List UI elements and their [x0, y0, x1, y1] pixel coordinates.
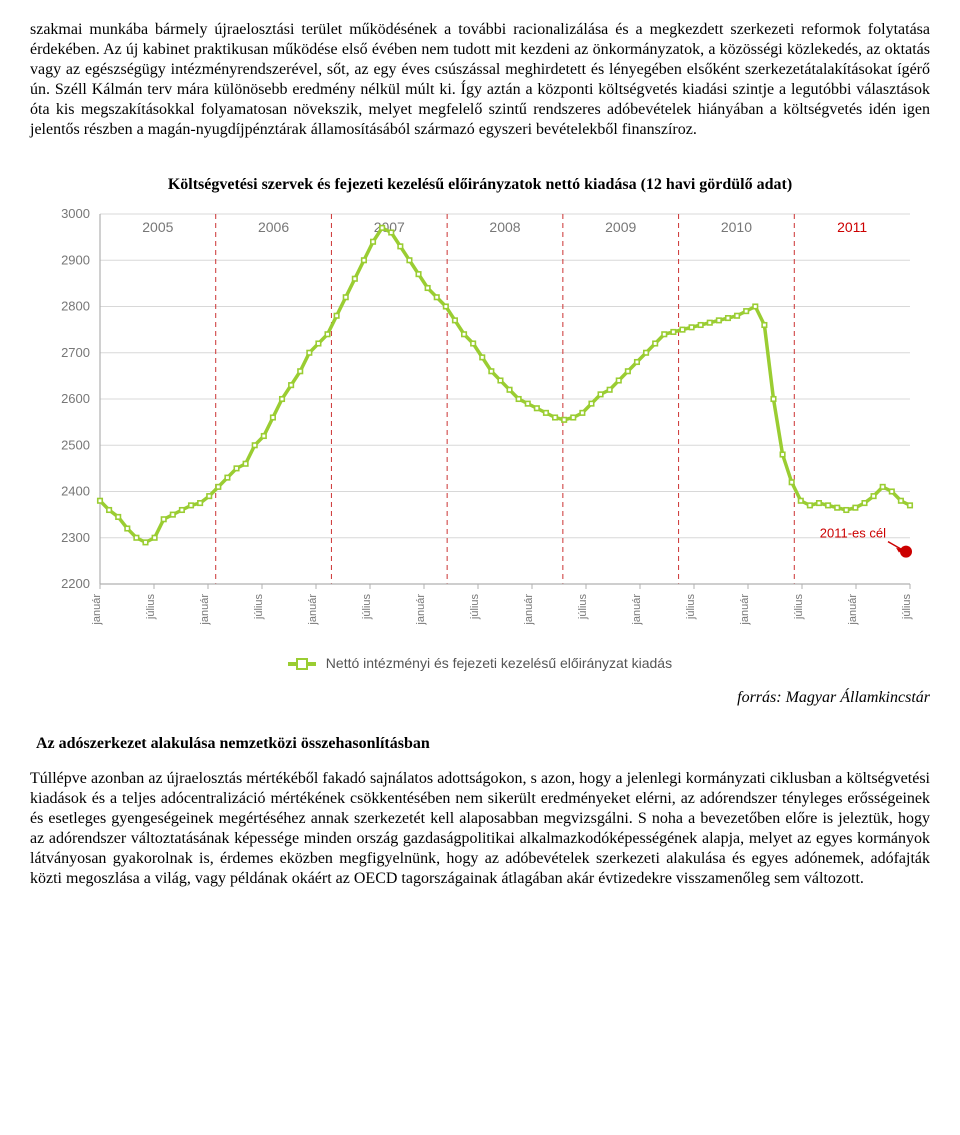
svg-text:július: július [145, 594, 157, 621]
svg-text:július: július [469, 594, 481, 621]
svg-text:január: január [307, 594, 319, 626]
svg-text:július: július [685, 594, 697, 621]
legend-text: Nettó intézményi és fejezeti kezelésű el… [326, 655, 672, 671]
svg-text:július: július [793, 594, 805, 621]
svg-text:július: július [361, 594, 373, 621]
intro-paragraph: szakmai munkába bármely újraelosztási te… [30, 20, 930, 140]
svg-text:2005: 2005 [142, 219, 173, 235]
svg-text:2008: 2008 [489, 219, 520, 235]
svg-text:január: január [739, 594, 751, 626]
svg-text:január: január [199, 594, 211, 626]
body-paragraph: Túllépve azonban az újraelosztás mértéké… [30, 769, 930, 889]
section-heading: Az adószerkezet alakulása nemzetközi öss… [36, 735, 930, 753]
svg-text:2500: 2500 [61, 437, 90, 452]
svg-text:2300: 2300 [61, 530, 90, 545]
svg-text:2800: 2800 [61, 299, 90, 314]
svg-text:2011-es cél: 2011-es cél [820, 526, 886, 541]
svg-text:július: július [253, 594, 265, 621]
svg-text:2011: 2011 [837, 219, 867, 235]
svg-text:január: január [91, 594, 103, 626]
svg-text:2400: 2400 [61, 484, 90, 499]
svg-text:január: január [847, 594, 859, 626]
svg-text:2200: 2200 [61, 576, 90, 591]
svg-text:január: január [415, 594, 427, 626]
svg-text:2010: 2010 [721, 219, 752, 235]
svg-text:2600: 2600 [61, 391, 90, 406]
legend-swatch-icon [288, 662, 316, 666]
svg-text:2009: 2009 [605, 219, 636, 235]
svg-text:január: január [631, 594, 643, 626]
chart-title: Költségvetési szervek és fejezeti kezelé… [30, 176, 930, 194]
svg-text:július: július [577, 594, 589, 621]
svg-text:2700: 2700 [61, 345, 90, 360]
svg-text:2006: 2006 [258, 219, 289, 235]
svg-text:2900: 2900 [61, 252, 90, 267]
svg-text:július: július [901, 594, 913, 621]
svg-text:január: január [523, 594, 535, 626]
chart-legend: Nettó intézményi és fejezeti kezelésű el… [30, 655, 930, 671]
chart-source: forrás: Magyar Államkincstár [30, 689, 930, 707]
svg-text:3000: 3000 [61, 206, 90, 221]
chart-container: 2200 2300 2400 2500 2600 2700 2800 2900 3000 janu… [30, 204, 930, 671]
line-chart: 2200 2300 2400 2500 2600 2700 2800 2900 3000 janu… [30, 204, 930, 644]
